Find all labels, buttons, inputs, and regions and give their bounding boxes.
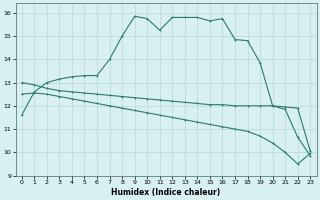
X-axis label: Humidex (Indice chaleur): Humidex (Indice chaleur) (111, 188, 221, 197)
